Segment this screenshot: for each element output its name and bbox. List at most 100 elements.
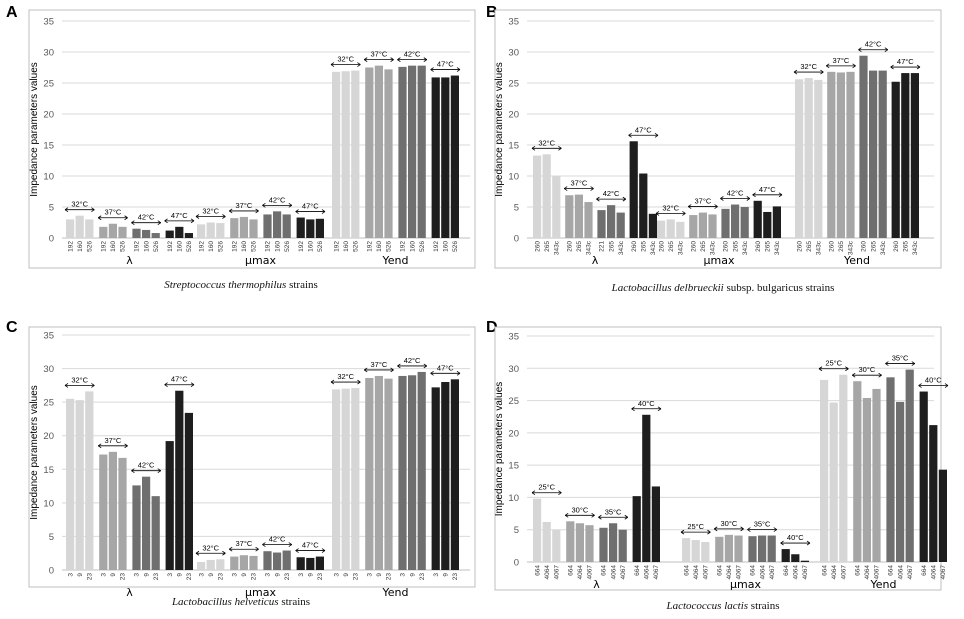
bar xyxy=(618,529,627,562)
temp-label: 32°C xyxy=(71,200,88,209)
panel-letter: A xyxy=(6,4,18,21)
temp-bracket-arrow xyxy=(195,550,226,556)
temp-label: 35°C xyxy=(892,354,909,363)
bar xyxy=(585,525,594,562)
strain-label: 265 xyxy=(668,241,675,252)
temp-label: 32°C xyxy=(337,55,354,64)
temp-bracket-arrow xyxy=(825,63,856,69)
bar xyxy=(306,219,315,238)
bar xyxy=(689,215,698,238)
bar xyxy=(249,555,258,570)
group-label: µmax xyxy=(245,586,276,599)
strain-label: 23 xyxy=(218,573,225,581)
temp-label: 37°C xyxy=(105,436,122,445)
strain-label: 343c xyxy=(880,240,887,255)
strain-label: 4067 xyxy=(703,565,710,580)
strain-label: 9 xyxy=(376,573,383,577)
bar xyxy=(682,538,691,562)
group-label: λ xyxy=(593,578,600,591)
strain-label: 4064 xyxy=(610,565,617,580)
strain-label: 4064 xyxy=(931,565,938,580)
strain-label: 3 xyxy=(265,573,272,577)
bar xyxy=(629,141,638,238)
bar xyxy=(919,391,928,562)
strain-label: 192 xyxy=(134,241,141,252)
strain-label: 192 xyxy=(198,241,205,252)
strain-label: 160 xyxy=(274,241,281,252)
strain-label: 4064 xyxy=(897,565,904,580)
bar xyxy=(206,559,215,570)
y-tick-label: 25 xyxy=(43,79,54,90)
strain-label: 4064 xyxy=(693,565,700,580)
strain-label: 526 xyxy=(353,241,360,252)
bar xyxy=(929,425,938,562)
bar xyxy=(85,219,94,238)
temp-bracket-arrow xyxy=(752,192,783,198)
temp-bracket-arrow xyxy=(818,366,849,372)
bar xyxy=(118,457,127,570)
strain-label: 343c xyxy=(554,240,561,255)
strain-label: 664 xyxy=(634,565,641,576)
bar xyxy=(910,73,919,238)
strain-label: 265 xyxy=(641,241,648,252)
strain-label: 160 xyxy=(308,241,315,252)
group-label: µmax xyxy=(730,578,761,591)
bar xyxy=(431,77,440,238)
chart-a: 0 5 10 15 20 25 30 35 Impedance parameters value… xyxy=(28,9,476,269)
temp-label: 42°C xyxy=(138,213,155,222)
temp-bracket-arrow xyxy=(97,215,128,221)
y-tick-label: 35 xyxy=(43,17,54,28)
bar xyxy=(417,65,426,238)
bar xyxy=(891,81,900,238)
bar xyxy=(441,382,450,570)
temp-label: 42°C xyxy=(727,189,744,198)
strain-label: 664 xyxy=(717,565,724,576)
strain-label: 160 xyxy=(343,241,350,252)
bar xyxy=(108,223,117,238)
bar xyxy=(781,549,790,562)
bar xyxy=(315,556,324,570)
bar xyxy=(886,377,895,562)
bar xyxy=(75,215,84,238)
bar xyxy=(118,226,127,238)
bar xyxy=(332,389,341,570)
y-axis-title: Impedance parameters values xyxy=(494,62,505,197)
bar xyxy=(795,79,804,238)
temp-bracket-arrow xyxy=(430,67,461,72)
panel-caption: Lactococcus lactis strains xyxy=(482,600,964,612)
temp-label: 32°C xyxy=(538,138,555,147)
strain-label: 526 xyxy=(317,241,324,252)
bar xyxy=(533,155,542,238)
bar xyxy=(859,55,868,238)
strain-label: 192 xyxy=(67,241,74,252)
bar xyxy=(836,72,845,239)
strain-label: 23 xyxy=(317,573,324,581)
strain-label: 664 xyxy=(821,565,828,576)
bar xyxy=(341,388,350,570)
strain-label: 526 xyxy=(153,241,160,252)
temp-label: 30°C xyxy=(572,505,589,514)
bar xyxy=(827,71,836,238)
bar xyxy=(632,496,641,562)
strain-label: 664 xyxy=(534,565,541,576)
bar xyxy=(878,70,887,238)
bar xyxy=(639,173,648,238)
caption-suffix: subsp. bulgaricus strains xyxy=(723,282,835,294)
y-tick-label: 0 xyxy=(514,234,519,245)
bar xyxy=(542,154,551,238)
strain-label: 9 xyxy=(143,573,150,577)
bar xyxy=(869,70,878,238)
strain-label: 192 xyxy=(232,241,239,252)
panel-letter: C xyxy=(6,319,18,336)
bar xyxy=(132,228,141,238)
temp-label: 47°C xyxy=(302,202,319,211)
bar xyxy=(804,78,813,238)
temp-label: 32°C xyxy=(71,375,88,384)
strain-label: 526 xyxy=(186,241,193,252)
strain-label: 265 xyxy=(870,241,877,252)
bar xyxy=(715,536,724,562)
caption-suffix: strains xyxy=(286,279,318,291)
temp-bracket-arrow xyxy=(363,367,394,373)
temp-label: 42°C xyxy=(404,356,421,365)
bar xyxy=(142,229,151,238)
